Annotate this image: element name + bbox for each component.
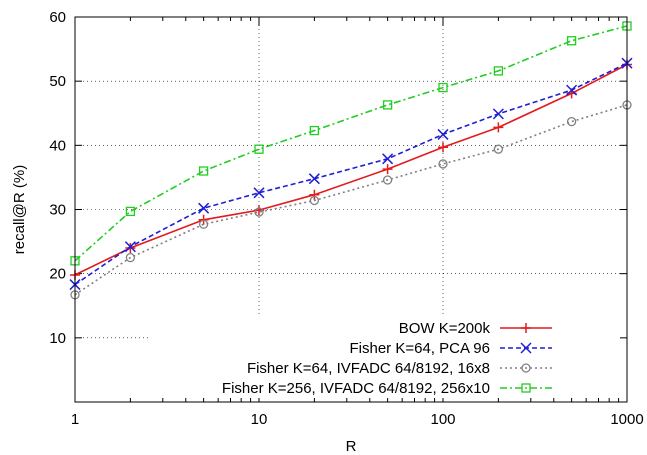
legend-label: Fisher K=64, PCA 96 xyxy=(350,340,491,357)
series-1 xyxy=(70,59,632,280)
series-line xyxy=(74,25,628,262)
square-marker xyxy=(493,66,504,76)
legend: BOW K=200k Fisher K=64, PCA 96 Fisher K=64… xyxy=(150,316,552,398)
legend-background xyxy=(150,316,550,398)
circle-marker xyxy=(382,175,393,185)
circle-marker xyxy=(438,159,448,169)
cross-marker xyxy=(253,187,265,199)
x-tick-label: 10 xyxy=(251,411,268,428)
circle-marker xyxy=(309,195,320,206)
square-marker xyxy=(382,100,393,110)
grid xyxy=(75,17,627,339)
legend-entry-3: Fisher K=64, IVFADC 64/8192, 16x8 xyxy=(247,360,552,377)
x-tick-label: 1 xyxy=(71,411,79,428)
cross-marker xyxy=(308,173,320,185)
square-marker xyxy=(438,82,448,93)
series-line xyxy=(74,63,628,276)
square-marker xyxy=(198,166,209,176)
square-marker xyxy=(309,125,320,136)
series-4 xyxy=(70,21,632,266)
plus-marker xyxy=(125,243,136,253)
series-lines xyxy=(69,21,633,300)
x-tick-label: 1000 xyxy=(610,411,643,428)
y-axis-title: recall@R (%) xyxy=(11,165,28,254)
plus-marker xyxy=(309,189,320,200)
axis-ticks: 10 20 30 40 50 60 1 10 100 1000 xyxy=(49,9,643,428)
x-tick-label: 100 xyxy=(430,411,455,428)
series-2 xyxy=(69,57,633,291)
square-marker xyxy=(125,206,136,217)
legend-label: BOW K=200k xyxy=(399,320,491,337)
cross-marker xyxy=(382,153,394,165)
circle-marker xyxy=(493,144,504,154)
series-3 xyxy=(70,100,632,300)
legend-label: Fisher K=64, IVFADC 64/8192, 16x8 xyxy=(247,360,490,377)
series-line xyxy=(74,62,628,286)
cross-marker xyxy=(520,342,532,354)
x-axis-title: R xyxy=(346,438,357,455)
circle-marker xyxy=(521,363,531,373)
y-tick-label: 10 xyxy=(49,330,66,347)
y-tick-label: 50 xyxy=(49,73,66,90)
legend-entry-2: Fisher K=64, PCA 96 xyxy=(350,340,552,357)
series-line xyxy=(74,104,628,296)
square-marker xyxy=(566,36,577,46)
plus-marker xyxy=(438,142,448,153)
cross-marker xyxy=(124,241,136,253)
y-tick-label: 60 xyxy=(49,9,66,26)
circle-marker xyxy=(566,116,577,127)
plus-marker xyxy=(493,122,504,133)
y-tick-label: 20 xyxy=(49,266,66,283)
cross-marker xyxy=(492,108,504,120)
plus-marker xyxy=(382,164,393,175)
cross-marker xyxy=(198,202,210,214)
y-tick-label: 30 xyxy=(49,202,66,219)
legend-entry-1: BOW K=200k xyxy=(399,320,552,337)
legend-entry-4: Fisher K=256, IVFADC 64/8192, 256x10 xyxy=(222,380,552,397)
square-marker xyxy=(254,144,264,154)
cross-marker xyxy=(437,128,449,140)
legend-label: Fisher K=256, IVFADC 64/8192, 256x10 xyxy=(222,380,490,397)
square-marker xyxy=(521,383,531,393)
y-tick-label: 40 xyxy=(49,137,66,154)
plot-frame xyxy=(74,16,628,403)
cross-marker xyxy=(566,84,578,96)
circle-marker xyxy=(198,219,209,229)
plus-marker xyxy=(521,323,531,333)
circle-marker xyxy=(125,252,136,263)
circle-marker xyxy=(254,207,264,217)
